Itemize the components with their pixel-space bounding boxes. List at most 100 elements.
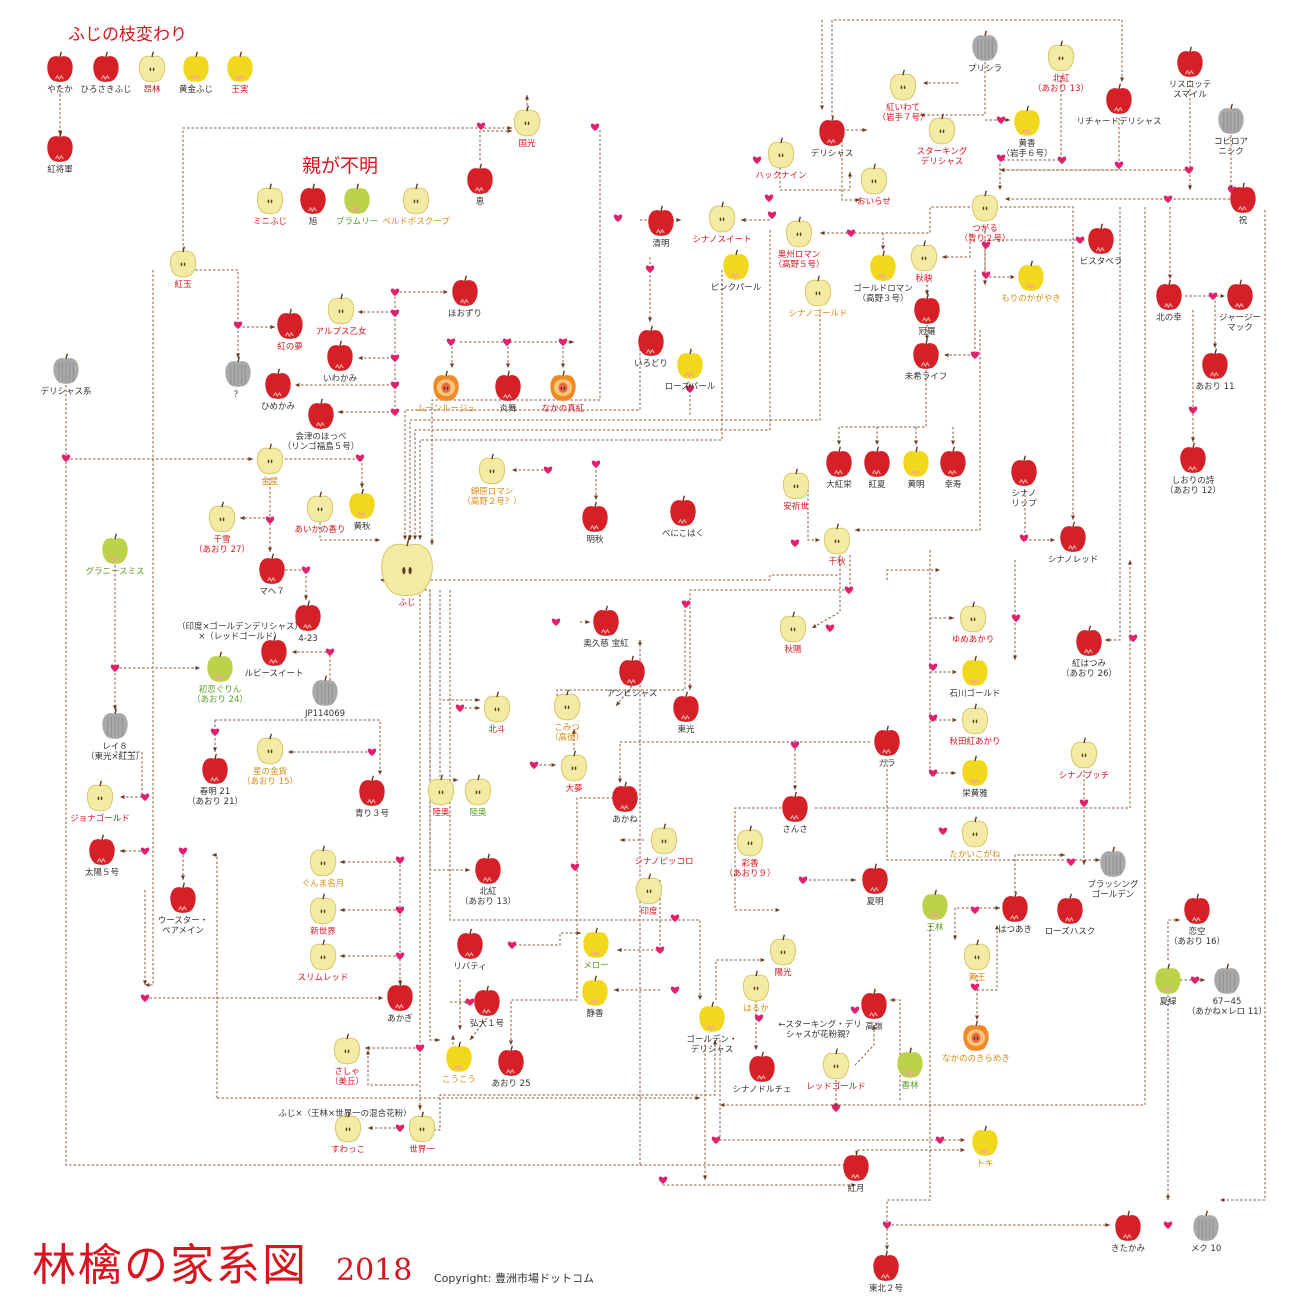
apple-benikohaku[interactable] [670, 495, 696, 526]
apple-aori3[interactable] [359, 775, 385, 806]
apple-kokko[interactable] [513, 105, 541, 137]
apple-megumi[interactable] [467, 163, 493, 194]
apple-aizu[interactable] [308, 398, 334, 429]
apple-iwai[interactable] [1230, 182, 1256, 213]
apple-hirosaki[interactable] [93, 51, 119, 82]
apple-ayaka[interactable] [736, 825, 764, 857]
apple-seimei[interactable] [648, 205, 674, 236]
apple-akibae[interactable] [910, 240, 938, 272]
apple-ishikawa[interactable] [962, 655, 988, 686]
apple-okukuji[interactable] [593, 605, 619, 636]
apple-aori25[interactable] [498, 1045, 524, 1076]
apple-kojuu[interactable] [349, 488, 375, 519]
apple-ojitsu[interactable] [227, 51, 253, 82]
apple-natsumidori[interactable] [1155, 963, 1181, 994]
apple-unknown_q[interactable] [225, 356, 251, 387]
apple-kotobuki[interactable] [940, 446, 966, 477]
apple-miki[interactable] [913, 338, 939, 369]
apple-hatsukoi[interactable] [207, 651, 233, 682]
apple-rei8[interactable] [102, 708, 128, 739]
apple-kinkou[interactable] [1014, 105, 1040, 136]
apple-himekami[interactable] [265, 368, 291, 399]
apple-liberty[interactable] [457, 928, 483, 959]
apple-sairin[interactable] [138, 51, 166, 83]
apple-rose_husk[interactable] [1057, 893, 1083, 924]
apple-takaiko[interactable] [961, 816, 989, 848]
apple-toki[interactable] [972, 1125, 998, 1156]
apple-ambisius[interactable] [619, 655, 645, 686]
apple-fuji[interactable] [381, 535, 433, 597]
apple-hokuto[interactable] [483, 691, 511, 723]
apple-prisila[interactable] [972, 30, 998, 61]
apple-haruka[interactable] [742, 970, 770, 1002]
apple-akita[interactable] [961, 703, 989, 735]
apple-shinano_red[interactable] [1060, 521, 1086, 552]
apple-starking[interactable] [928, 113, 956, 145]
apple-suwakko[interactable] [334, 1111, 362, 1143]
apple-nakano[interactable] [550, 370, 576, 401]
apple-shizuka[interactable] [582, 975, 608, 1006]
apple-shinsekai[interactable] [309, 893, 337, 925]
apple-belle[interactable] [402, 183, 430, 215]
apple-jp114069[interactable] [312, 675, 338, 706]
apple-ruby_sweet[interactable] [261, 635, 287, 666]
apple-gala[interactable] [874, 725, 900, 756]
apple-moon_rouge[interactable] [433, 370, 459, 401]
apple-mutsu_green[interactable] [464, 774, 492, 806]
apple-jersey[interactable] [1227, 279, 1253, 310]
apple-mahe7[interactable] [259, 553, 285, 584]
apple-akagi[interactable] [387, 980, 413, 1011]
apple-kitanosachi[interactable] [1156, 279, 1182, 310]
apple-worcester[interactable] [170, 882, 196, 913]
apple-hokko[interactable] [1047, 40, 1075, 72]
apple-beni_no_yume[interactable] [277, 308, 303, 339]
apple-golden[interactable] [699, 1001, 725, 1032]
apple-oirase[interactable] [860, 163, 888, 195]
apple-granny[interactable] [102, 533, 128, 564]
apple-toko[interactable] [673, 691, 699, 722]
apple-shinano_piccolo[interactable] [650, 823, 678, 855]
apple-hatsuaki[interactable] [1002, 891, 1028, 922]
apple-yoko[interactable] [769, 934, 797, 966]
apple-komei[interactable] [903, 446, 929, 477]
apple-orin[interactable] [922, 889, 948, 920]
apple-kinsei[interactable] [256, 443, 284, 475]
apple-senshu[interactable] [823, 523, 851, 555]
apple-vistabella[interactable] [1088, 223, 1114, 254]
apple-asahi[interactable] [300, 183, 326, 214]
apple-koshogun[interactable] [47, 131, 73, 162]
apple-akane[interactable] [612, 781, 638, 812]
apple-meku10[interactable] [1193, 1210, 1219, 1241]
apple-tsugaru[interactable] [971, 190, 999, 222]
apple-rose_pearl[interactable] [677, 348, 703, 379]
apple-delicious_kei[interactable] [53, 353, 79, 384]
apple-kitabeni[interactable] [475, 853, 501, 884]
apple-richard[interactable] [1106, 83, 1132, 114]
apple-kitakami[interactable] [1115, 1210, 1141, 1241]
apple-shinano_dolce[interactable] [749, 1051, 775, 1082]
apple-kaimei[interactable] [862, 863, 888, 894]
apple-golden_roman[interactable] [870, 250, 896, 281]
apple-meishu[interactable] [582, 501, 608, 532]
apple-oshu[interactable] [785, 216, 813, 248]
apple-blushing[interactable] [1100, 846, 1126, 877]
apple-shuyo[interactable] [779, 611, 807, 643]
apple-shinano_gold[interactable] [804, 275, 832, 307]
apple-yasuiyo[interactable] [782, 468, 810, 500]
apple-irodori[interactable] [638, 325, 664, 356]
apple-chiyuki[interactable] [208, 501, 236, 533]
apple-kogane_fuji[interactable] [183, 51, 209, 82]
apple-gunma[interactable] [309, 845, 337, 877]
apple-mellow[interactable] [583, 927, 609, 958]
apple-sasha[interactable] [333, 1033, 361, 1065]
apple-mini_fuji[interactable] [256, 183, 284, 215]
apple-kokuhara[interactable] [478, 453, 506, 485]
apple-sekaiichi[interactable] [408, 1111, 436, 1143]
apple-423[interactable] [295, 600, 321, 631]
apple-daikoukyu[interactable] [826, 446, 852, 477]
apple-shunmei[interactable] [202, 753, 228, 784]
apple-enbu[interactable] [495, 370, 521, 401]
apple-komitsu[interactable] [553, 689, 581, 721]
apple-yataka[interactable] [47, 51, 73, 82]
apple-koisora[interactable] [1184, 893, 1210, 924]
